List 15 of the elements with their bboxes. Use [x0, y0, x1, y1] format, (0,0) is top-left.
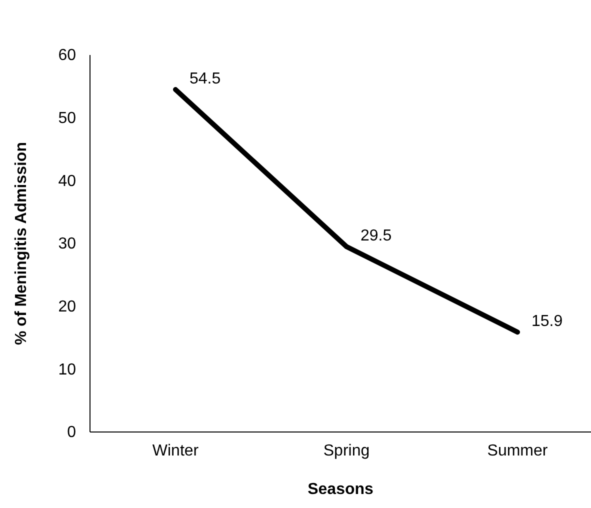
y-tick-label: 40: [58, 172, 76, 190]
x-tick-label: Winter: [152, 442, 200, 460]
y-tick-label: 30: [58, 236, 76, 253]
y-tick-label: 60: [58, 47, 76, 64]
y-tick-label: 50: [58, 110, 76, 127]
y-axis-title: % of Meningitis Admission: [13, 142, 30, 345]
y-tick-label: 10: [58, 361, 76, 378]
x-tick-label: Summer: [487, 442, 548, 460]
data-label: 29.5: [360, 228, 392, 245]
data-label: 54.5: [190, 70, 221, 88]
y-tick-label: 0: [67, 424, 76, 442]
data-label: 15.9: [532, 313, 563, 330]
x-tick-label: Spring: [323, 442, 370, 460]
y-tick-label: 20: [58, 298, 76, 316]
x-axis-title: Seasons: [308, 481, 374, 498]
